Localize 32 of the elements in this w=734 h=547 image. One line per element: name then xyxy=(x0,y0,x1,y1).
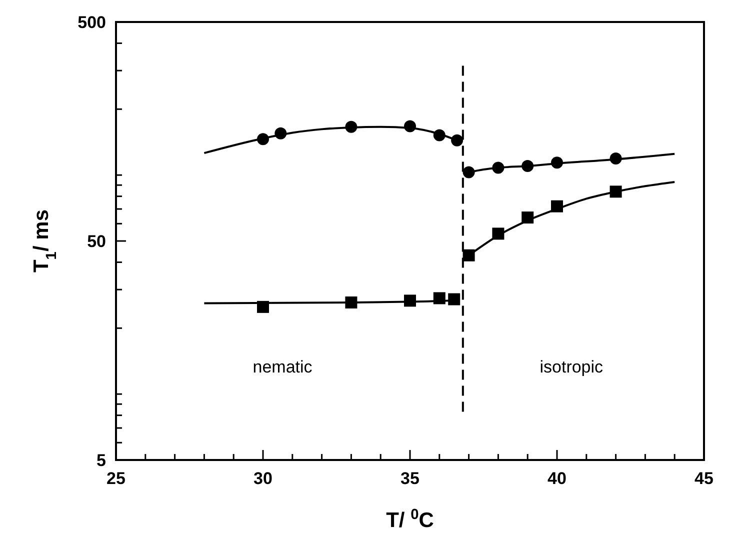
point xyxy=(433,292,446,304)
y-tick-label: 5 xyxy=(96,451,106,470)
x-tick-label: 45 xyxy=(694,469,714,488)
point xyxy=(492,228,504,240)
y-tick-label: 500 xyxy=(78,13,106,32)
point xyxy=(522,160,534,172)
x-tick-label: 35 xyxy=(400,469,420,488)
x-tick-label: 25 xyxy=(106,469,126,488)
point xyxy=(433,129,446,142)
point xyxy=(462,249,475,262)
annotation: nematic xyxy=(252,357,313,376)
point xyxy=(404,294,416,307)
point xyxy=(551,156,563,169)
point xyxy=(551,200,563,212)
point xyxy=(274,127,287,140)
y-tick-label: 50 xyxy=(87,232,106,251)
point xyxy=(404,120,416,132)
point xyxy=(345,296,358,308)
point xyxy=(448,293,460,306)
point xyxy=(257,300,269,313)
point xyxy=(462,166,475,178)
point xyxy=(522,212,534,224)
point xyxy=(345,120,358,133)
x-tick-label: 40 xyxy=(548,469,566,488)
x-axis-title: T/ $^{0}$C xyxy=(386,507,434,532)
x-tick-label: 30 xyxy=(254,469,272,488)
point xyxy=(257,133,269,146)
annotation: isotropic xyxy=(540,357,604,376)
point xyxy=(610,152,622,165)
point xyxy=(451,134,464,146)
point xyxy=(610,186,622,198)
point xyxy=(492,162,504,174)
